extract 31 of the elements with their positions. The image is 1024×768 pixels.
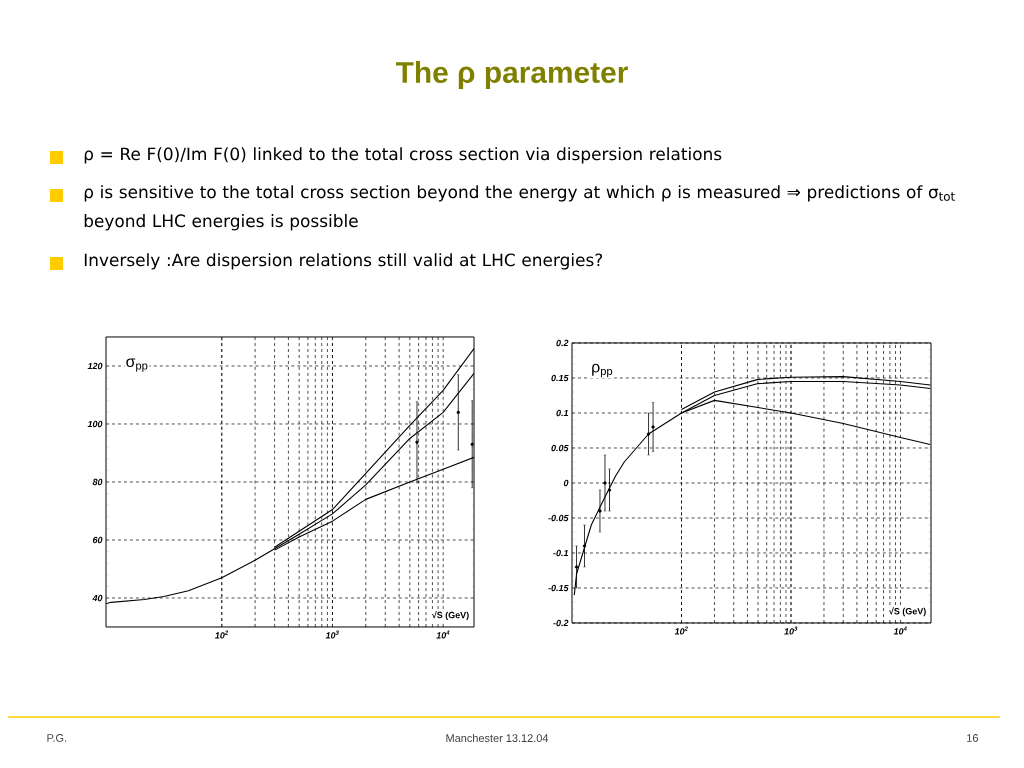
annotation: √S (GeV) — [431, 611, 469, 620]
annotation: ρ$_{pp}$ — [592, 363, 613, 378]
y-tick-label: 0.15 — [551, 374, 569, 382]
annotation: σ$_{pp}$ — [126, 358, 148, 372]
x-tick-label: 10$^{2}$ — [674, 626, 688, 635]
y-tick-label: 60 — [92, 536, 103, 544]
y-tick-label: -0.2 — [553, 619, 569, 627]
x-tick-label: 10$^{3}$ — [325, 630, 339, 639]
y-tick-label: 40 — [92, 594, 103, 602]
x-tick-label: 10$^{4}$ — [893, 626, 907, 635]
x-tick-label: 10$^{4}$ — [436, 630, 450, 639]
annotation: √S (GeV) — [888, 607, 926, 617]
text: ρ = Re F(0)/Im F(0) linked to the total cross section via dispersion relations — [84, 147, 722, 164]
y-tick-label: 0.05 — [551, 444, 569, 452]
y-tick-label: 120 — [87, 362, 103, 370]
y-tick-label: 80 — [92, 478, 103, 486]
y-tick-label: -0.1 — [553, 549, 569, 557]
y-tick-label: 100 — [87, 420, 103, 428]
y-tick-label: 0 — [563, 479, 569, 487]
text: Inversely :Are dispersion relations still valid at LHC energies? — [84, 253, 603, 270]
x-tick-label: 10$^{3}$ — [784, 626, 798, 635]
x-tick-label: 10$^{2}$ — [215, 630, 229, 639]
text: P.G. — [47, 734, 67, 742]
y-tick-label: 0.2 — [556, 339, 569, 347]
y-tick-label: 0.1 — [556, 409, 569, 417]
y-tick-label: -0.15 — [548, 584, 569, 592]
y-tick-label: -0.05 — [548, 514, 569, 522]
text: ρ is sensitive to the total cross section beyond the energy at which ρ is measured ⇒ predictions of σ$_{tot}$ beyond LHC energies is possible — [84, 185, 955, 231]
text: Manchester 13.12.04 — [446, 733, 549, 743]
chart-title: The ρ parameter — [395, 61, 628, 89]
text: 16 — [967, 734, 978, 742]
